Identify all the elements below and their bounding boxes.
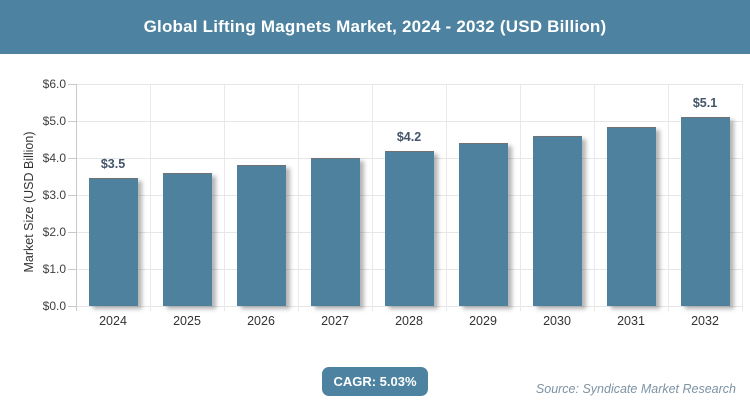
bar-2027 — [310, 158, 360, 306]
vertical-gridline — [520, 84, 521, 311]
y-tick-label: $5.0 — [42, 114, 66, 128]
vertical-gridline — [298, 84, 299, 311]
bar-value-label: $3.5 — [100, 157, 126, 172]
bar-2032 — [680, 117, 730, 306]
source-attribution: Source: Syndicate Market Research — [535, 382, 736, 396]
x-tick-label: 2024 — [99, 314, 127, 328]
bar-2030 — [532, 135, 582, 306]
y-axis-tick — [68, 121, 76, 122]
bar-2025 — [162, 172, 212, 306]
y-tick-label: $0.0 — [42, 299, 66, 313]
chart-title-bar: Global Lifting Magnets Market, 2024 - 20… — [0, 0, 750, 54]
x-tick-label: 2025 — [173, 314, 201, 328]
bar-2028 — [384, 150, 434, 306]
vertical-gridline — [150, 84, 151, 311]
cagr-badge: CAGR: 5.03% — [322, 367, 428, 396]
x-tick-label: 2031 — [617, 314, 645, 328]
y-tick-label: $4.0 — [42, 151, 66, 165]
y-axis-tick — [68, 195, 76, 196]
bar-value-label: $4.2 — [396, 129, 422, 144]
y-axis-line — [76, 84, 77, 311]
y-axis-tick — [68, 158, 76, 159]
horizontal-gridline — [76, 121, 742, 122]
vertical-gridline — [372, 84, 373, 311]
y-tick-label: $1.0 — [42, 262, 66, 276]
x-tick-label: 2028 — [395, 314, 423, 328]
vertical-gridline — [224, 84, 225, 311]
bar-2026 — [236, 165, 286, 306]
vertical-gridline — [446, 84, 447, 311]
y-tick-label: $3.0 — [42, 188, 66, 202]
y-axis-tick — [68, 269, 76, 270]
y-axis-tick — [68, 232, 76, 233]
x-tick-label: 2030 — [543, 314, 571, 328]
y-axis-tick — [68, 306, 76, 307]
y-axis-tick — [68, 84, 76, 85]
x-tick-label: 2027 — [321, 314, 349, 328]
x-tick-label: 2026 — [247, 314, 275, 328]
vertical-gridline — [594, 84, 595, 311]
plot-area: Market Size (USD Billion) $0.0 $1.0 $2.0 $3… — [22, 77, 743, 313]
bar-2024 — [88, 178, 138, 306]
horizontal-gridline — [76, 84, 742, 85]
vertical-gridline — [742, 84, 743, 311]
bar-2031 — [606, 126, 656, 306]
bar-2029 — [458, 143, 508, 306]
y-tick-label: $2.0 — [42, 225, 66, 239]
y-tick-label: $6.0 — [42, 77, 66, 91]
bar-value-label: $5.1 — [692, 96, 718, 111]
horizontal-gridline — [76, 306, 742, 307]
x-tick-label: 2032 — [691, 314, 719, 328]
vertical-gridline — [668, 84, 669, 311]
chart-title: Global Lifting Magnets Market, 2024 - 20… — [143, 17, 607, 36]
x-tick-label: 2029 — [469, 314, 497, 328]
